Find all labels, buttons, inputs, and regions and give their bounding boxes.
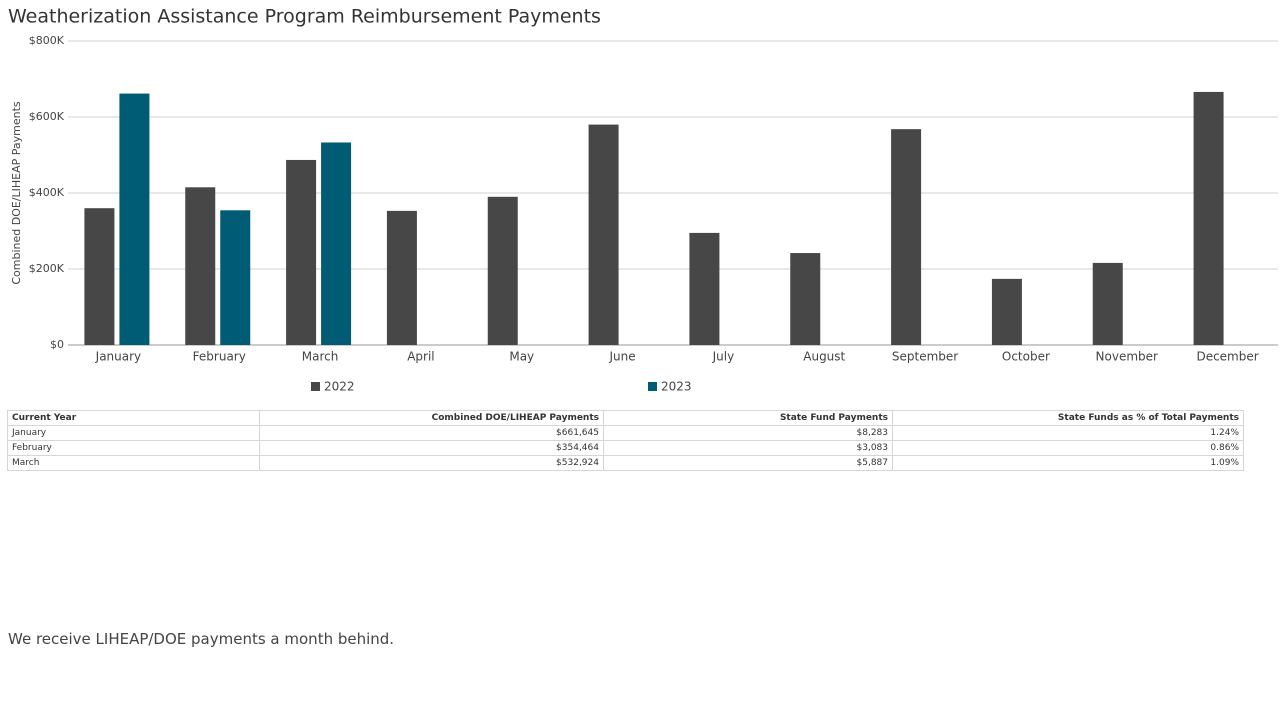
y-axis-label: Combined DOE/LIHEAP Payments [10, 101, 23, 285]
x-tick-label: August [803, 350, 845, 364]
table-cell: $661,645 [259, 425, 604, 441]
x-tick-label: March [302, 350, 339, 364]
table-cell: $3,083 [603, 440, 893, 456]
x-tick-label: December [1196, 350, 1258, 364]
x-tick-label: May [509, 350, 534, 364]
y-tick-label: $800K [29, 34, 65, 47]
legend-label: 2022 [324, 380, 355, 394]
bar [386, 210, 417, 345]
table-cell: January [7, 425, 260, 441]
x-tick-label: February [193, 350, 246, 364]
bar [1092, 262, 1123, 345]
x-tick-label: January [95, 350, 142, 364]
x-tick-label: June [609, 350, 636, 364]
table-cell: $532,924 [259, 455, 604, 471]
table-cell: $354,464 [259, 440, 604, 456]
table-cell: 1.09% [892, 455, 1244, 471]
y-tick-label: $0 [50, 338, 64, 351]
chart: Weatherization Assistance Program Reimbu… [8, 6, 1278, 394]
note: We receive LIHEAP/DOE payments a month b… [8, 630, 395, 648]
y-tick-label: $600K [29, 110, 65, 123]
table-cell: 0.86% [892, 440, 1244, 456]
bar [185, 187, 216, 345]
x-tick-label: July [712, 350, 735, 364]
y-tick-label: $200K [29, 262, 65, 275]
x-tick-label: September [892, 350, 958, 364]
data-table: Current Year Combined DOE/LIHEAP Payments… [7, 410, 1244, 471]
legend-swatch [311, 382, 320, 391]
bar [286, 159, 317, 345]
bar [119, 93, 150, 346]
bar [220, 210, 251, 345]
table-row: February $354,464 $3,083 0.86% [7, 440, 1244, 456]
y-tick-label: $400K [29, 186, 65, 199]
bar [84, 208, 115, 345]
bar [588, 124, 619, 345]
table-cell: State Funds as % of Total Payments [892, 410, 1244, 426]
bar [991, 278, 1022, 345]
x-tick-label: October [1002, 350, 1050, 364]
bar [891, 129, 922, 345]
table-cell: State Fund Payments [603, 410, 893, 426]
x-tick-label: November [1096, 350, 1158, 364]
table-cell: $5,887 [603, 455, 893, 471]
table-cell: Current Year [7, 410, 260, 426]
bar [1193, 91, 1224, 345]
legend-swatch [648, 382, 657, 391]
chart-title: Weatherization Assistance Program Reimbu… [8, 6, 601, 28]
table-row: January $661,645 $8,283 1.24% [7, 425, 1244, 441]
x-tick-label: April [407, 350, 434, 364]
bar [790, 253, 821, 345]
legend-label: 2023 [661, 380, 692, 394]
table-cell: $8,283 [603, 425, 893, 441]
bar [321, 142, 352, 345]
bar [487, 196, 518, 345]
table-cell: February [7, 440, 260, 456]
table-cell: Combined DOE/LIHEAP Payments [259, 410, 604, 426]
bar [689, 232, 720, 345]
table-row: March $532,924 $5,887 1.09% [7, 455, 1244, 471]
table-cell: March [7, 455, 260, 471]
table-cell: 1.24% [892, 425, 1244, 441]
